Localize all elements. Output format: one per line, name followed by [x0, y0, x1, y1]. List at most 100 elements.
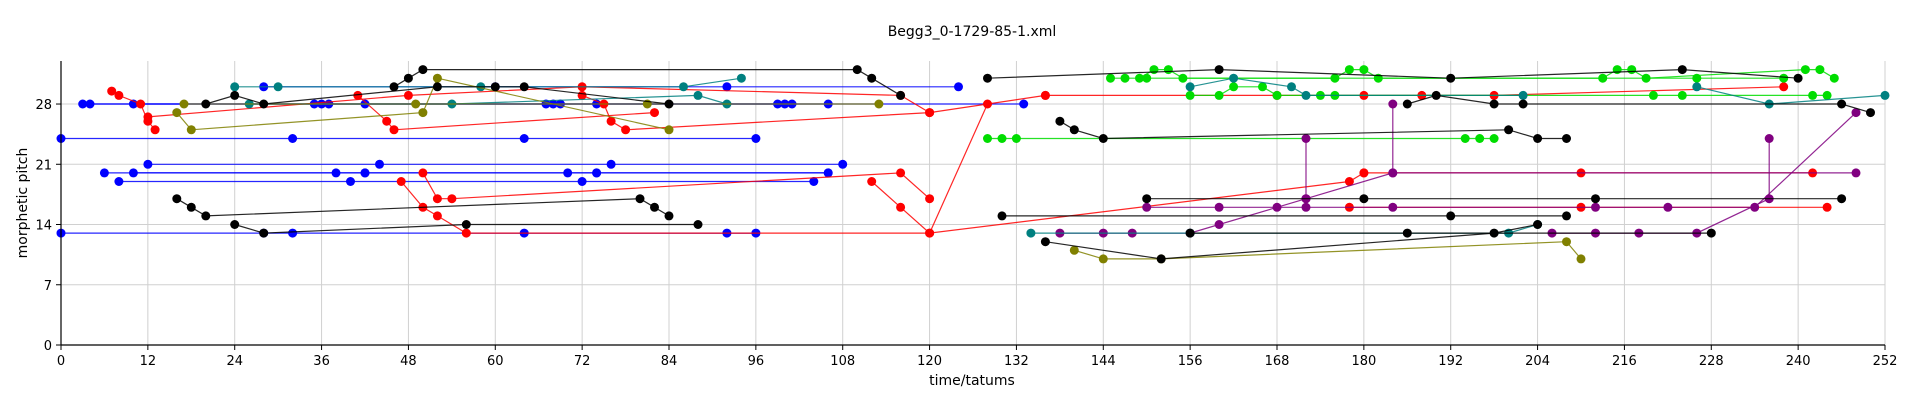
- x-tick-label: 96: [748, 354, 765, 369]
- data-point: [136, 99, 146, 109]
- data-point: [1489, 99, 1499, 109]
- data-point: [418, 108, 428, 118]
- series: [389, 65, 906, 100]
- data-point: [650, 108, 659, 118]
- data-point: [114, 177, 124, 186]
- series: [1185, 73, 1528, 100]
- data-point: [1808, 90, 1818, 100]
- x-tick-label: 228: [1699, 354, 1724, 369]
- data-point: [1475, 134, 1485, 143]
- data-point: [925, 108, 935, 118]
- x-tick-label: 132: [1004, 354, 1029, 369]
- data-point: [432, 82, 442, 92]
- series: [983, 65, 1803, 83]
- data-point: [128, 168, 138, 178]
- data-point: [867, 177, 877, 186]
- data-point: [664, 211, 674, 221]
- data-point: [592, 168, 602, 178]
- data-point: [1663, 202, 1673, 212]
- data-point: [1591, 194, 1600, 204]
- series: [418, 168, 935, 204]
- data-point: [1098, 254, 1108, 264]
- series: [230, 220, 703, 238]
- x-tick-label: 240: [1786, 354, 1811, 369]
- series-line: [1407, 94, 1871, 114]
- data-point: [896, 168, 906, 178]
- data-point: [1533, 134, 1543, 143]
- data-point: [519, 134, 529, 143]
- chart-title: Begg3_0-1729-85-1.xml: [888, 24, 1057, 40]
- x-tick-label: 168: [1265, 354, 1290, 369]
- data-point: [186, 202, 196, 212]
- data-point: [852, 65, 862, 75]
- data-point: [418, 65, 428, 75]
- data-point: [1518, 90, 1528, 100]
- data-point: [1229, 73, 1239, 83]
- x-tick-label: 36: [313, 354, 330, 369]
- data-point: [577, 177, 587, 186]
- data-point: [375, 159, 384, 169]
- data-point: [1562, 134, 1571, 143]
- data-point: [1851, 168, 1861, 178]
- data-point: [1011, 134, 1021, 143]
- data-point: [693, 90, 703, 100]
- data-point: [606, 159, 616, 169]
- data-point: [577, 90, 587, 100]
- data-point: [1562, 211, 1571, 221]
- data-point: [1258, 82, 1267, 92]
- data-point: [360, 168, 370, 178]
- data-point: [1779, 82, 1789, 92]
- x-tick-label: 12: [140, 354, 157, 369]
- series-line: [400, 103, 989, 234]
- data-point: [172, 108, 182, 118]
- series: [1142, 194, 1847, 204]
- data-point: [1040, 237, 1050, 247]
- data-point: [1446, 211, 1456, 221]
- data-point: [736, 73, 746, 83]
- data-point: [1229, 82, 1239, 92]
- data-point: [1069, 245, 1079, 255]
- data-point: [1648, 90, 1658, 100]
- data-point: [143, 112, 153, 122]
- data-point: [1677, 90, 1687, 100]
- data-point: [896, 202, 906, 212]
- data-point: [606, 116, 616, 126]
- data-point: [1098, 134, 1108, 143]
- data-point: [432, 211, 442, 221]
- data-point: [1692, 82, 1702, 92]
- x-tick-label: 216: [1612, 354, 1637, 369]
- data-point: [346, 177, 355, 186]
- series: [143, 159, 848, 169]
- data-point: [1287, 82, 1296, 92]
- data-point: [1851, 108, 1861, 118]
- data-point: [1489, 134, 1499, 143]
- y-tick-label: 0: [44, 339, 52, 354]
- data-point: [403, 73, 413, 83]
- data-point: [1026, 228, 1036, 238]
- data-point: [259, 99, 269, 109]
- x-tick-label: 156: [1178, 354, 1203, 369]
- data-point: [1866, 108, 1875, 118]
- series: [172, 194, 674, 221]
- data-point: [635, 194, 645, 204]
- data-point: [230, 90, 240, 100]
- data-point: [1055, 116, 1065, 126]
- data-point: [259, 228, 269, 238]
- y-tick-label: 14: [35, 219, 52, 234]
- data-point: [1040, 90, 1050, 100]
- data-point: [751, 134, 761, 143]
- data-point: [1612, 65, 1622, 75]
- data-point: [693, 220, 703, 229]
- data-point: [925, 194, 935, 204]
- data-point: [1156, 254, 1166, 264]
- data-point: [461, 220, 471, 229]
- data-point: [1142, 194, 1152, 204]
- data-point: [1330, 73, 1340, 83]
- data-point: [1562, 237, 1571, 247]
- data-point: [1069, 125, 1079, 135]
- series: [1142, 108, 1861, 212]
- series: [128, 168, 833, 178]
- series: [1402, 90, 1875, 118]
